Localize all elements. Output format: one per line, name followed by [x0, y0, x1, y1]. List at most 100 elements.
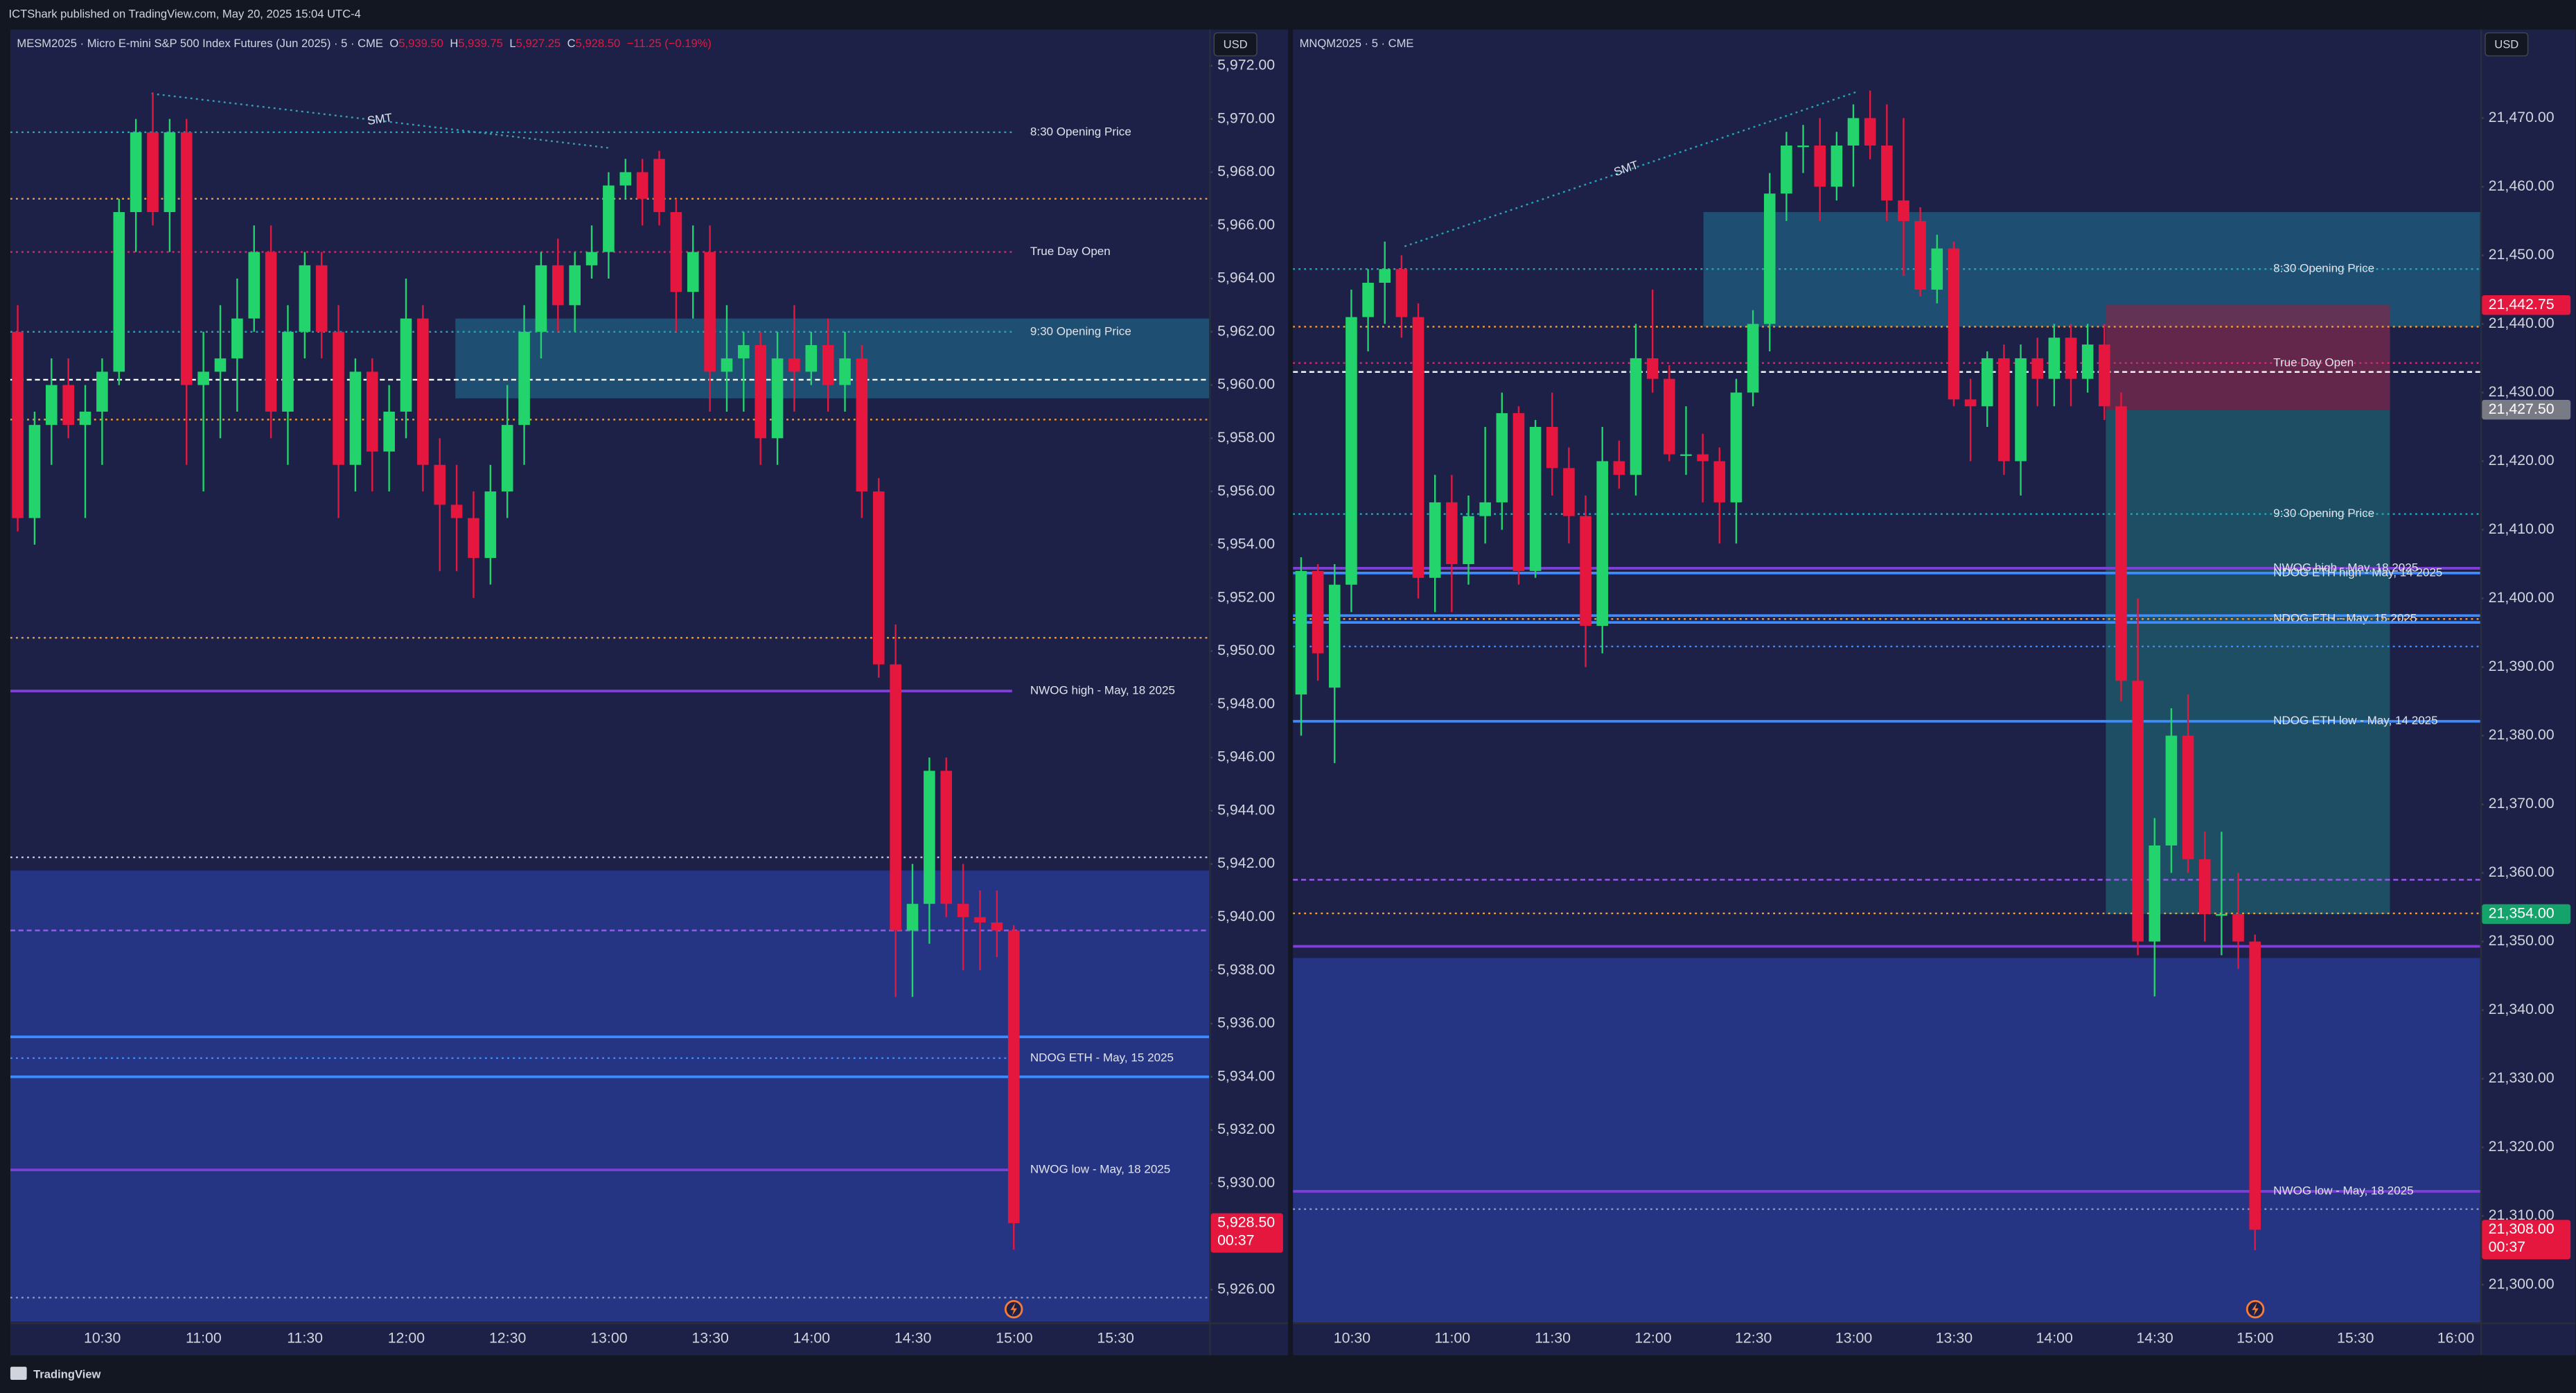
candle-body	[400, 318, 412, 412]
candle-body	[2232, 913, 2244, 942]
candle-body	[248, 252, 261, 319]
candle-body	[924, 771, 935, 904]
candle-body	[535, 265, 547, 332]
x-tick-label: 12:00	[388, 1329, 425, 1346]
price-tag	[2482, 399, 2571, 420]
publish-info: ICTShark published on TradingView.com, M…	[9, 8, 361, 21]
candle-body	[1496, 413, 1508, 502]
candle-body	[1763, 193, 1776, 324]
tradingview-logo	[10, 1367, 27, 1381]
x-tick-label: 11:30	[287, 1329, 323, 1346]
candle-body	[1395, 269, 1408, 317]
y-tick-label: 21,320.00	[2489, 1138, 2555, 1155]
candle-body	[1446, 502, 1458, 564]
candle-body	[2149, 845, 2161, 942]
candle-body	[670, 212, 682, 292]
candle-body	[46, 385, 58, 426]
y-tick-label: 5,940.00	[1217, 908, 1275, 925]
y-tick-label: 5,972.00	[1217, 57, 1275, 73]
candle-body	[147, 132, 159, 213]
zone	[2106, 305, 2390, 410]
y-tick-label: 5,954.00	[1217, 536, 1275, 552]
candle-body	[366, 371, 378, 452]
candle-body	[1747, 324, 1759, 393]
candle-body	[1931, 248, 1943, 290]
ohlc-value: 5,927.25	[516, 37, 561, 50]
candle-body	[1362, 283, 1374, 317]
candle-body	[585, 252, 598, 265]
x-tick-label: 10:30	[1334, 1329, 1371, 1346]
candle-body	[1797, 145, 1809, 148]
y-tick-label: 21,330.00	[2489, 1069, 2555, 1086]
x-tick-label: 13:00	[590, 1329, 628, 1346]
y-tick-label: 21,420.00	[2489, 452, 2555, 468]
x-tick-label: 14:00	[793, 1329, 831, 1346]
candle-body	[1429, 502, 1441, 578]
currency-box	[1213, 32, 1258, 57]
x-tick-label: 12:30	[1735, 1329, 1772, 1346]
price-tag-label: 21,427.50	[2489, 401, 2555, 417]
level-label: NWOG low - May, 18 2025	[2273, 1184, 2413, 1197]
candle-body	[839, 358, 851, 385]
y-tick-label: 21,450.00	[2489, 246, 2555, 263]
price-tag-label: 21,308.00	[2489, 1220, 2555, 1237]
candle-body	[636, 172, 649, 199]
candle-body	[906, 904, 919, 931]
candle-body	[1814, 145, 1826, 187]
y-tick-label: 5,926.00	[1217, 1280, 1275, 1297]
candle-body	[1680, 454, 1692, 456]
y-tick-label: 21,390.00	[2489, 658, 2555, 674]
candle-body	[417, 318, 429, 465]
y-tick-label: 5,942.00	[1217, 855, 1275, 871]
y-tick-label: 21,370.00	[2489, 795, 2555, 812]
candle-body	[1948, 248, 1960, 400]
ohlc-value: 5,939.50	[398, 37, 443, 50]
level-label: NDOG ETH high - May, 14 2025	[2273, 566, 2442, 579]
candle-body	[1295, 570, 1307, 695]
plot: 8:30 Opening Price True Day Open 9:30 Open…	[1293, 90, 2480, 1323]
y-tick-label: 5,946.00	[1217, 748, 1275, 765]
candle-body	[1412, 317, 1424, 578]
candle-body	[383, 411, 395, 452]
x-tick-label: 16:00	[2437, 1329, 2475, 1346]
candle-body	[721, 358, 733, 372]
candle-body	[434, 464, 446, 505]
candle-body	[113, 212, 125, 372]
candle-body	[299, 265, 311, 332]
symbol-header: MESM2025 · Micro E-mini S&P 500 Index Fu…	[17, 37, 712, 50]
price-tag-label: 5,928.50	[1217, 1214, 1275, 1231]
y-tick-label: 5,952.00	[1217, 588, 1275, 605]
candle-body	[501, 425, 513, 492]
x-tick-label: 14:30	[894, 1329, 932, 1346]
candle-body	[1563, 468, 1575, 516]
y-tick-label: 5,958.00	[1217, 429, 1275, 446]
symbol-header: MNQM2025 · 5 · CME	[1300, 37, 1414, 50]
x-tick-label: 11:30	[1535, 1329, 1571, 1346]
candle-body	[28, 425, 41, 518]
candle-body	[180, 132, 193, 385]
candle-body	[738, 344, 750, 359]
candle-body	[2165, 735, 2178, 846]
x-tick-label: 15:00	[996, 1329, 1033, 1346]
candle-body	[1713, 461, 1726, 502]
candle-body	[1463, 516, 1474, 564]
candle-body	[96, 371, 108, 412]
candle-body	[991, 922, 1003, 931]
y-tick-label: 5,962.00	[1217, 322, 1275, 339]
candle-body	[1613, 461, 1625, 475]
x-tick-label: 12:00	[1634, 1329, 1672, 1346]
symbol-title: MNQM2025 · 5 · CME	[1300, 37, 1414, 50]
candle-body	[2216, 913, 2227, 916]
candle-body	[805, 344, 818, 372]
price-tag-label: 21,442.75	[2489, 296, 2555, 313]
candle-body	[2081, 344, 2094, 379]
candle-body	[1730, 392, 1743, 502]
candle-body	[1781, 145, 1792, 194]
candle-body	[2031, 358, 2043, 379]
candle-body	[62, 385, 74, 426]
ohlc-value: 5,928.50	[576, 37, 621, 50]
y-tick-label: 21,300.00	[2489, 1275, 2555, 1292]
y-tick-label: 21,380.00	[2489, 726, 2555, 743]
x-tick-label: 11:00	[186, 1329, 222, 1346]
